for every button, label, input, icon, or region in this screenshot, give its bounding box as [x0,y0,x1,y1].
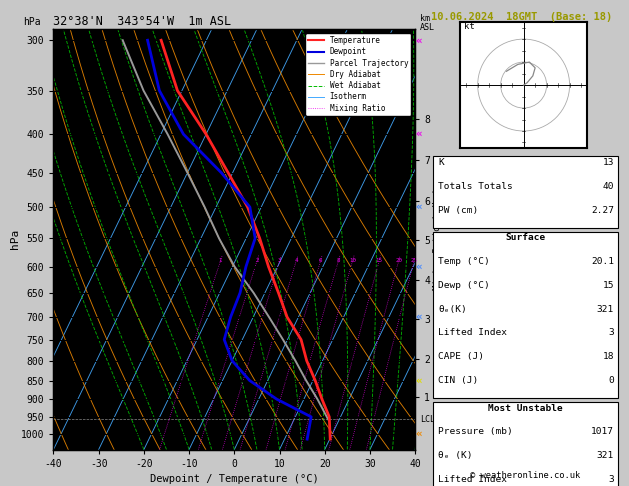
Bar [433,232,618,398]
Text: «: « [415,312,421,322]
Text: 4: 4 [294,259,298,263]
Text: 1: 1 [219,259,222,263]
Bar [433,156,618,228]
Text: 15: 15 [603,281,614,290]
Text: km
ASL: km ASL [420,14,435,32]
Text: © weatheronline.co.uk: © weatheronline.co.uk [470,470,581,480]
Text: «: « [415,261,421,272]
Text: Lifted Index: Lifted Index [438,475,508,484]
Text: 40: 40 [603,182,614,191]
Text: 8: 8 [337,259,340,263]
Text: hPa: hPa [23,17,40,27]
Text: Surface: Surface [505,233,545,243]
Y-axis label: hPa: hPa [9,229,19,249]
Text: Most Unstable: Most Unstable [488,404,562,413]
Text: 3: 3 [608,475,614,484]
Text: 2: 2 [255,259,259,263]
Text: «: « [415,129,421,139]
Text: «: « [415,376,421,385]
Text: Dewp (°C): Dewp (°C) [438,281,490,290]
Text: 1017: 1017 [591,427,614,436]
Text: 10: 10 [349,259,356,263]
Text: kt: kt [464,22,475,32]
Text: Temp (°C): Temp (°C) [438,257,490,266]
Text: 321: 321 [597,451,614,460]
Text: 25: 25 [411,259,418,263]
Text: «: « [415,429,421,438]
Text: Pressure (mb): Pressure (mb) [438,427,513,436]
Text: Lifted Index: Lifted Index [438,329,508,337]
Text: Totals Totals: Totals Totals [438,182,513,191]
X-axis label: Dewpoint / Temperature (°C): Dewpoint / Temperature (°C) [150,474,319,484]
Text: 20: 20 [395,259,402,263]
Text: 321: 321 [597,305,614,313]
Y-axis label: Mixing Ratio (g/kg): Mixing Ratio (g/kg) [433,188,442,291]
Text: K: K [438,158,444,167]
Text: 6: 6 [319,259,322,263]
Text: 18: 18 [603,352,614,361]
Text: «: « [415,35,421,45]
Text: CIN (J): CIN (J) [438,376,479,385]
Text: 3: 3 [278,259,281,263]
Text: 10.06.2024  18GMT  (Base: 18): 10.06.2024 18GMT (Base: 18) [431,12,612,22]
Text: 13: 13 [603,158,614,167]
Text: «: « [415,202,421,212]
Text: CAPE (J): CAPE (J) [438,352,484,361]
Legend: Temperature, Dewpoint, Parcel Trajectory, Dry Adiabat, Wet Adiabat, Isotherm, Mi: Temperature, Dewpoint, Parcel Trajectory… [305,33,411,116]
Text: 2.27: 2.27 [591,206,614,215]
Bar [433,402,618,486]
Text: 3: 3 [608,329,614,337]
Text: LCL: LCL [421,415,435,424]
Text: PW (cm): PW (cm) [438,206,479,215]
Text: θₑ(K): θₑ(K) [438,305,467,313]
Text: 20.1: 20.1 [591,257,614,266]
Text: θₑ (K): θₑ (K) [438,451,473,460]
Text: 32°38'N  343°54'W  1m ASL: 32°38'N 343°54'W 1m ASL [53,15,231,28]
Text: 15: 15 [376,259,382,263]
Text: 0: 0 [608,376,614,385]
